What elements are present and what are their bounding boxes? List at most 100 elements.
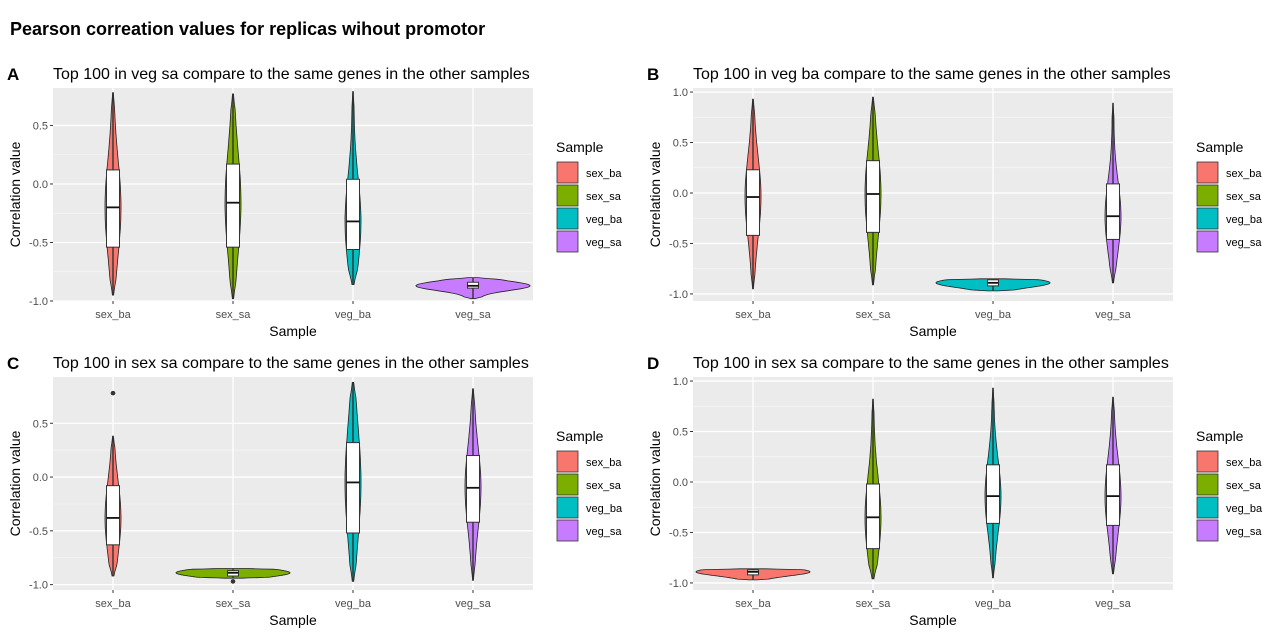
box-veg_sa bbox=[1106, 464, 1120, 526]
legend-label: veg_ba bbox=[1226, 503, 1263, 515]
chart-title: Top 100 in veg ba compare to the same ge… bbox=[693, 66, 1171, 83]
legend-key-sex_ba bbox=[556, 161, 579, 184]
legend-key-veg_sa bbox=[556, 230, 579, 253]
x-tick-label: sex_ba bbox=[735, 309, 771, 321]
box-sex_ba bbox=[106, 169, 120, 248]
y-tick-label: 0.5 bbox=[673, 427, 688, 439]
legend-title: Sample bbox=[556, 428, 604, 444]
legend-label: sex_sa bbox=[586, 191, 622, 203]
x-tick-label: veg_ba bbox=[975, 309, 1012, 321]
x-tick-label: sex_ba bbox=[95, 309, 131, 321]
chart-panel-c: C Top 100 in sex sa compare to the same g… bbox=[7, 354, 623, 628]
legend-key-sex_ba bbox=[556, 450, 579, 473]
chart-panel-b: B Top 100 in veg ba compare to the same g… bbox=[647, 65, 1263, 339]
outlier-point bbox=[110, 390, 116, 396]
x-tick-label: sex_sa bbox=[216, 309, 252, 321]
legend-label: sex_sa bbox=[1226, 480, 1262, 492]
x-tick-label: sex_sa bbox=[216, 598, 252, 610]
x-tick-label: veg_sa bbox=[455, 598, 491, 610]
legend-label: veg_sa bbox=[586, 526, 622, 538]
y-axis-title: Correlation value bbox=[7, 141, 23, 247]
x-tick-label: sex_ba bbox=[735, 598, 771, 610]
x-tick-label: veg_ba bbox=[335, 309, 372, 321]
x-tick-label: veg_sa bbox=[1095, 309, 1131, 321]
y-tick-label: -1.0 bbox=[669, 289, 688, 301]
legend-label: sex_sa bbox=[586, 480, 622, 492]
legend-key-veg_ba bbox=[1196, 207, 1219, 230]
box-veg_ba bbox=[346, 442, 360, 534]
legend-label: veg_sa bbox=[1226, 237, 1262, 249]
legend-label: sex_ba bbox=[586, 168, 622, 180]
y-tick-label: -1.0 bbox=[29, 580, 48, 592]
x-tick-label: sex_sa bbox=[856, 598, 892, 610]
plot-background bbox=[693, 377, 1173, 590]
y-tick-label: -0.5 bbox=[669, 527, 688, 539]
x-tick-label: veg_ba bbox=[335, 598, 372, 610]
panel-tag: D bbox=[647, 354, 659, 373]
legend-label: sex_ba bbox=[1226, 168, 1262, 180]
legend-key-veg_sa bbox=[1196, 519, 1219, 542]
panel-tag: A bbox=[7, 65, 19, 84]
plot-background bbox=[693, 88, 1173, 301]
chart-panel-d: D Top 100 in sex sa compare to the same g… bbox=[647, 354, 1263, 628]
y-axis-title: Correlation value bbox=[647, 141, 663, 247]
y-tick-label: -1.0 bbox=[29, 296, 48, 308]
y-tick-label: 0.0 bbox=[33, 472, 48, 484]
y-tick-label: 0.5 bbox=[33, 120, 48, 132]
x-tick-label: veg_ba bbox=[975, 598, 1012, 610]
legend-key-sex_sa bbox=[556, 184, 579, 207]
y-tick-label: -0.5 bbox=[29, 237, 48, 249]
legend-label: sex_ba bbox=[586, 457, 622, 469]
legend-title: Sample bbox=[556, 139, 604, 155]
page-title: Pearson correation values for replicas w… bbox=[10, 19, 486, 39]
box-sex_ba bbox=[106, 485, 120, 546]
legend-title: Sample bbox=[1196, 428, 1244, 444]
y-tick-label: -0.5 bbox=[669, 238, 688, 250]
chart-panel-a: A Top 100 in veg sa compare to the same g… bbox=[7, 65, 623, 339]
legend-label: veg_sa bbox=[1226, 526, 1262, 538]
legend-label: veg_sa bbox=[586, 237, 622, 249]
legend-label: veg_ba bbox=[586, 214, 623, 226]
box-veg_sa bbox=[1106, 183, 1120, 240]
legend-key-veg_ba bbox=[1196, 496, 1219, 519]
chart-title: Top 100 in veg sa compare to the same ge… bbox=[53, 66, 530, 83]
y-axis-title: Correlation value bbox=[7, 430, 23, 536]
box-sex_sa bbox=[226, 163, 240, 248]
box-sex_ba bbox=[746, 169, 760, 236]
legend-key-sex_ba bbox=[1196, 161, 1219, 184]
legend-key-sex_sa bbox=[1196, 184, 1219, 207]
box-sex_sa bbox=[866, 483, 880, 550]
x-axis-title: Sample bbox=[909, 612, 957, 628]
legend-key-sex_ba bbox=[1196, 450, 1219, 473]
y-tick-label: 1.0 bbox=[673, 376, 688, 388]
box-veg_ba bbox=[986, 464, 1000, 524]
box-sex_sa bbox=[866, 160, 880, 233]
plot-background bbox=[53, 377, 533, 590]
legend-key-sex_sa bbox=[556, 473, 579, 496]
y-tick-label: 1.0 bbox=[673, 87, 688, 99]
plot-background bbox=[53, 88, 533, 301]
y-tick-label: 0.0 bbox=[33, 179, 48, 191]
legend-title: Sample bbox=[1196, 139, 1244, 155]
legend-key-sex_sa bbox=[1196, 473, 1219, 496]
y-tick-label: -1.0 bbox=[669, 578, 688, 590]
x-tick-label: veg_sa bbox=[455, 309, 491, 321]
panel-tag: C bbox=[7, 354, 19, 373]
legend-key-veg_ba bbox=[556, 496, 579, 519]
box-veg_sa bbox=[466, 455, 480, 523]
legend-label: veg_ba bbox=[586, 503, 623, 515]
x-tick-label: veg_sa bbox=[1095, 598, 1131, 610]
y-axis-title: Correlation value bbox=[647, 430, 663, 536]
box-veg_ba bbox=[346, 178, 360, 251]
y-tick-label: 0.5 bbox=[33, 418, 48, 430]
y-tick-label: 0.0 bbox=[673, 188, 688, 200]
legend-label: sex_ba bbox=[1226, 457, 1262, 469]
chart-title: Top 100 in sex sa compare to the same ge… bbox=[53, 355, 529, 372]
y-tick-label: 0.5 bbox=[673, 138, 688, 150]
y-tick-label: -0.5 bbox=[29, 526, 48, 538]
x-axis-title: Sample bbox=[909, 323, 957, 339]
x-axis-title: Sample bbox=[269, 323, 317, 339]
x-tick-label: sex_sa bbox=[856, 309, 892, 321]
legend-label: veg_ba bbox=[1226, 214, 1263, 226]
outlier-point bbox=[230, 579, 236, 584]
